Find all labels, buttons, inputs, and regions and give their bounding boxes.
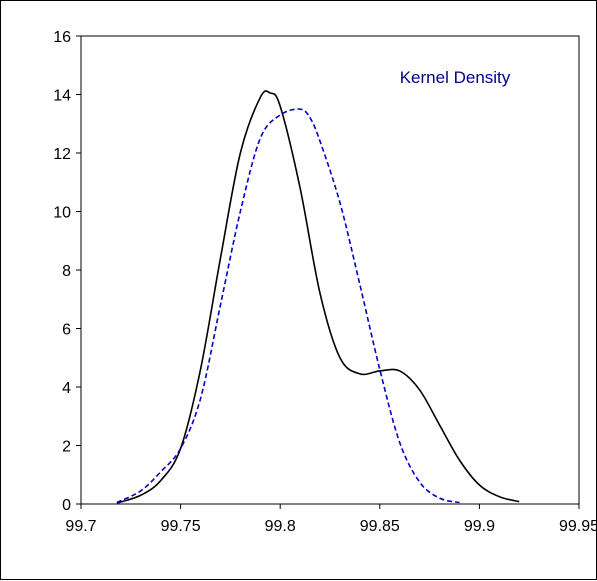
y-tick-label: 6 — [62, 322, 71, 339]
legend-label: Kernel Density — [400, 68, 511, 87]
legend: Kernel Density — [400, 68, 511, 87]
y-tick-label: 0 — [62, 497, 71, 514]
y-tick-label: 10 — [53, 205, 71, 222]
x-tick-label: 99.75 — [161, 518, 201, 535]
dashed-density-curve — [116, 108, 460, 504]
y-tick-label: 8 — [62, 263, 71, 280]
y-tick-label: 2 — [62, 439, 71, 456]
y-tick-label: 12 — [53, 146, 71, 163]
series-layer — [116, 90, 520, 504]
x-tick-label: 99.9 — [464, 518, 495, 535]
x-tick-label: 99.95 — [559, 518, 597, 535]
y-tick-label: 14 — [53, 88, 71, 105]
solid-density-curve — [116, 90, 520, 504]
x-tick-label: 99.7 — [65, 518, 96, 535]
x-tick-label: 99.85 — [360, 518, 400, 535]
y-tick-label: 4 — [62, 380, 71, 397]
plot-area — [80, 35, 580, 505]
axes: 0 2 4 6 8 10 12 14 16 99.7 99.75 99.8 99.85 99.9 99.95 — [53, 29, 597, 535]
x-tick-label: 99.8 — [265, 518, 296, 535]
y-tick-label: 16 — [53, 29, 71, 46]
